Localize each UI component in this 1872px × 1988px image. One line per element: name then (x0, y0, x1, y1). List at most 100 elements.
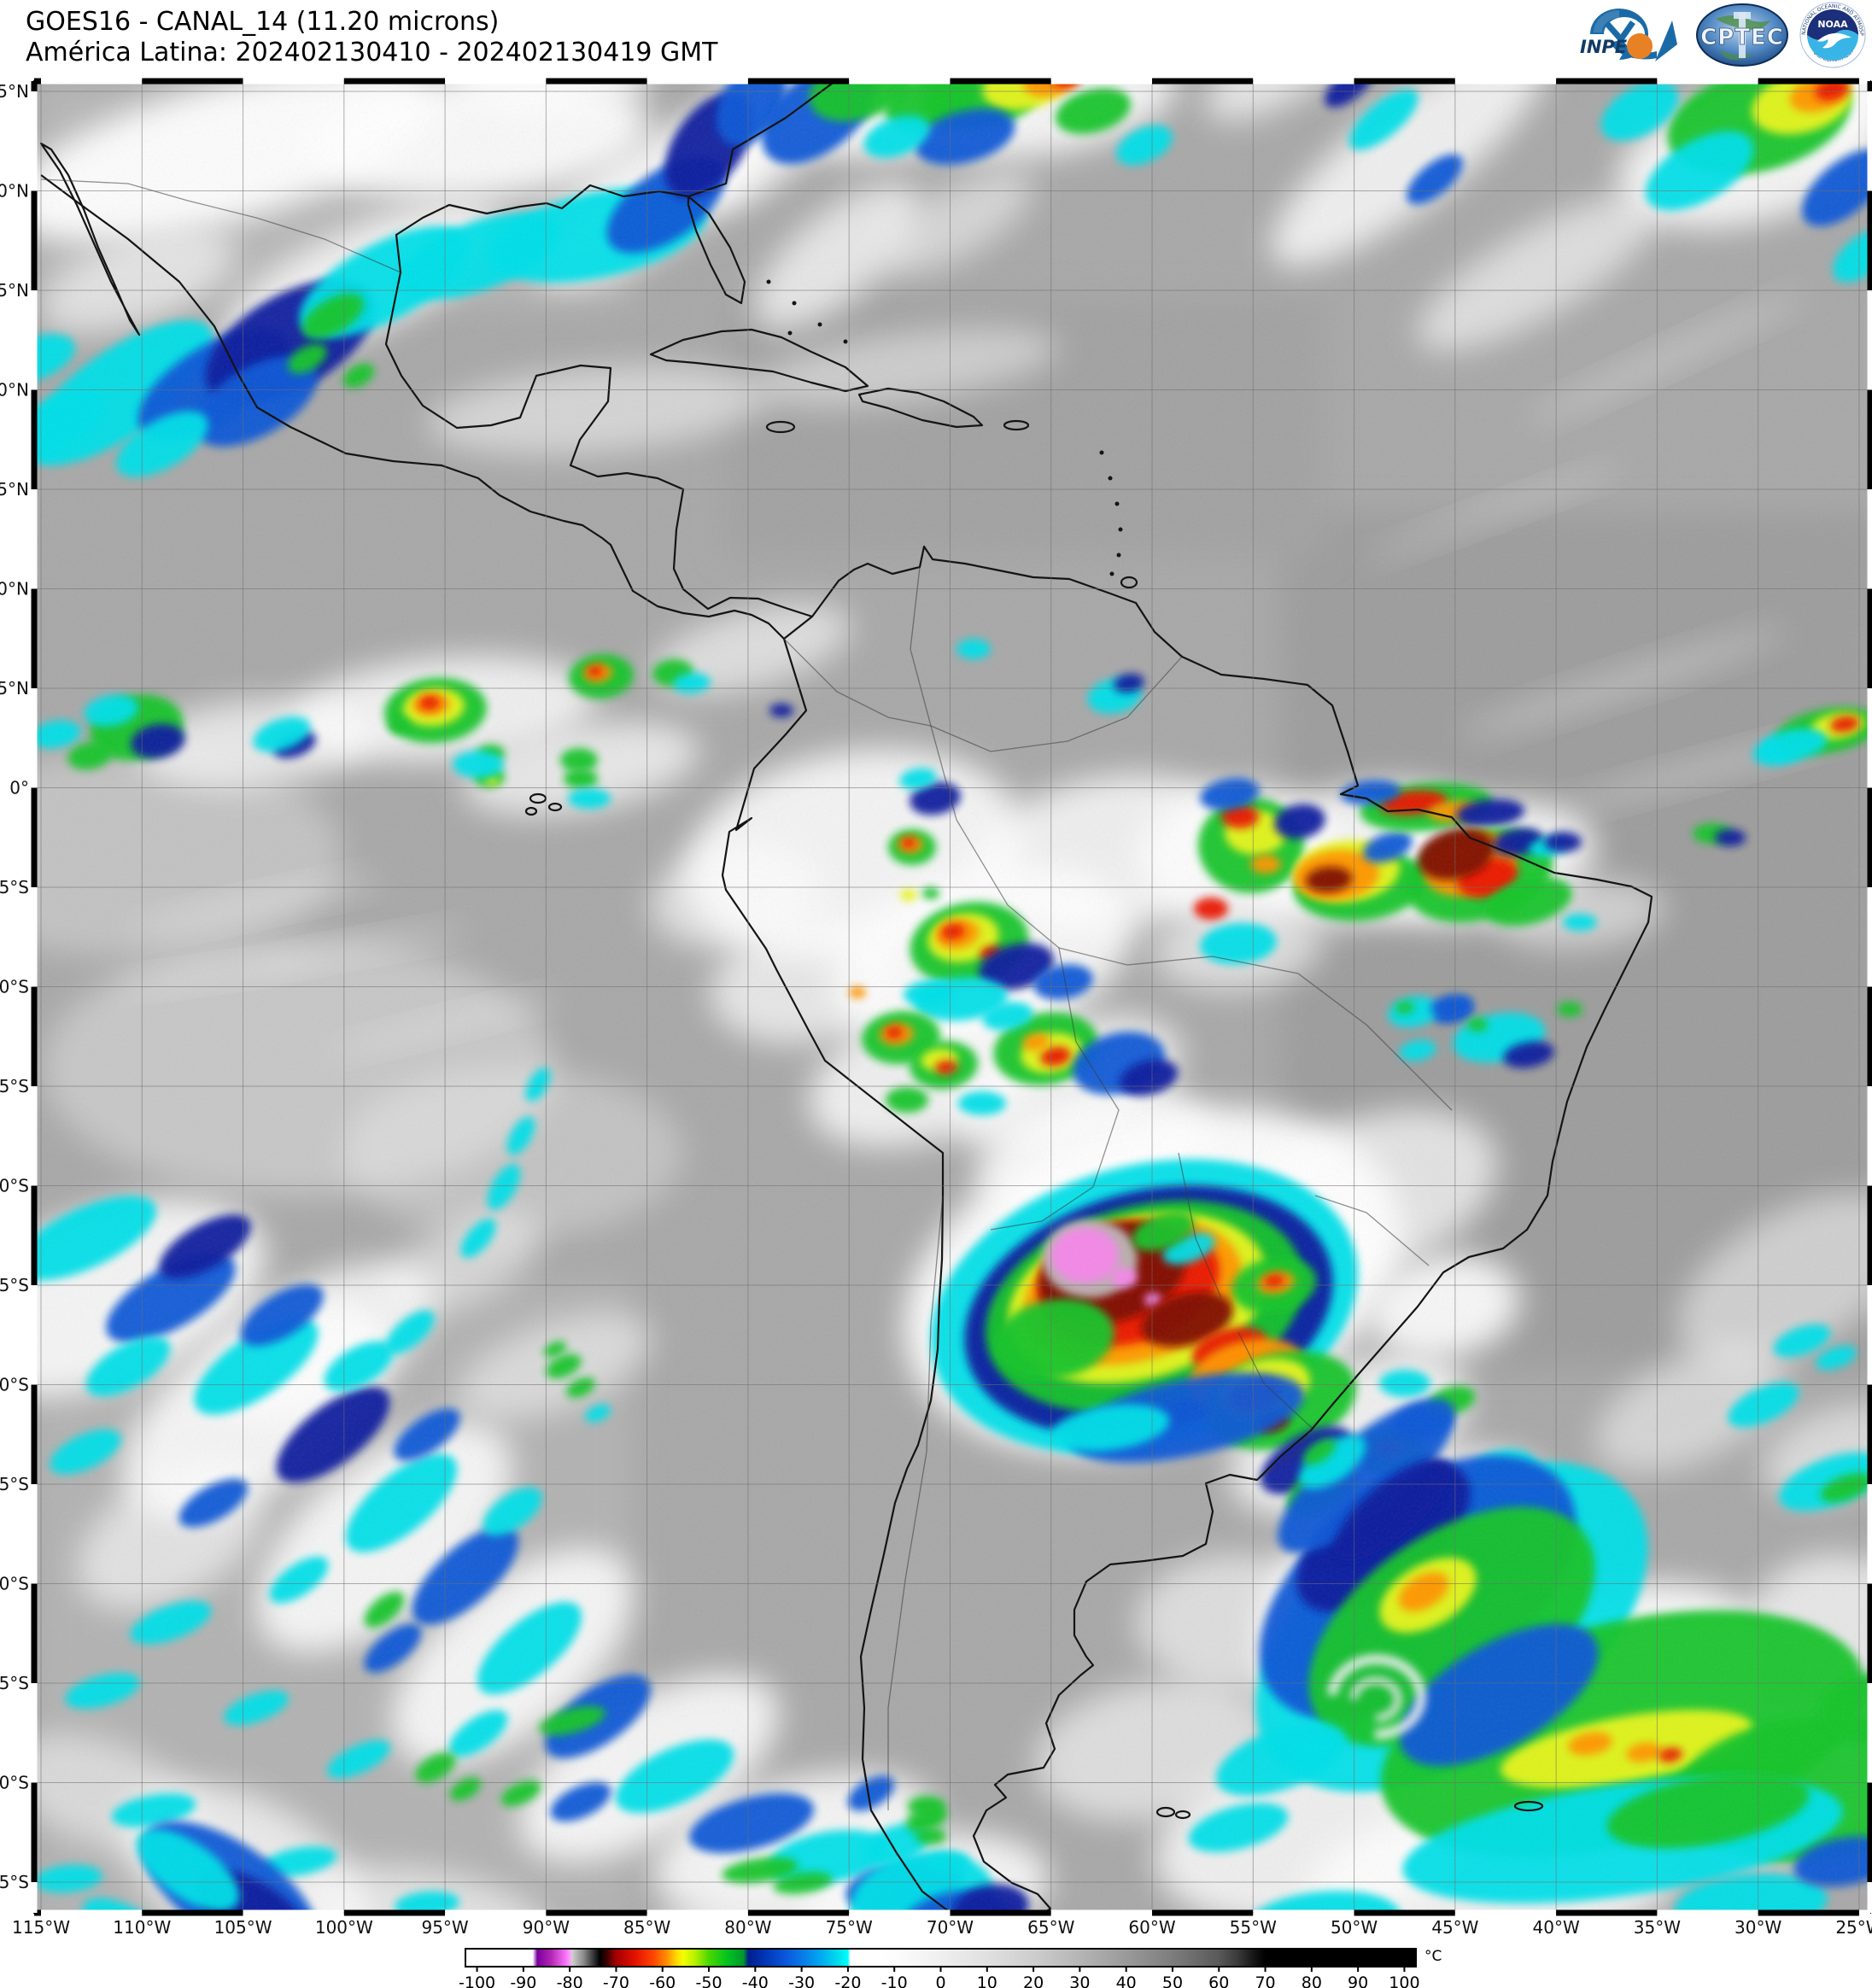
colorbar-tick-label: -70 (603, 1973, 629, 1988)
colorbar-tick-label: 90 (1348, 1973, 1368, 1988)
latitude-label: 15°N (0, 479, 29, 500)
colorbar-tick-label: 30 (1069, 1973, 1090, 1988)
latitude-label: 5°S (0, 877, 29, 898)
country-border (930, 725, 1367, 1026)
convection-cell (201, 1942, 278, 1969)
map-frame (31, 78, 1872, 1916)
latitude-label: 35°S (0, 1474, 29, 1494)
country-border (990, 947, 1120, 1231)
latitude-label: 50°S (0, 1773, 29, 1793)
longitude-label: 105°W (214, 1917, 272, 1938)
longitude-label: 40°W (1533, 1917, 1580, 1938)
colorbar-tick-label: -90 (510, 1973, 536, 1988)
coastline-layer (39, 81, 1653, 1913)
colorbar-tick-label: -10 (881, 1973, 908, 1988)
colorbar-tick-label: 0 (935, 1973, 945, 1988)
coastline (721, 545, 1653, 1913)
latitude-label: 30°N (0, 181, 29, 202)
longitude-label: 25°W (1835, 1917, 1872, 1938)
country-border (1178, 1152, 1222, 1299)
island-outline (1155, 1806, 1176, 1818)
longitude-label: 90°W (523, 1917, 570, 1938)
latitude-label: 0° (9, 778, 29, 798)
island-outline (547, 802, 563, 812)
country-border (1314, 1195, 1430, 1266)
longitude-label: 80°W (724, 1917, 771, 1938)
latitude-label: 55°S (0, 1872, 29, 1892)
colorbar-tick-label: 60 (1208, 1973, 1229, 1988)
colorbar-tick-label: 80 (1302, 1973, 1322, 1988)
colorbar-tick-label: 10 (977, 1973, 997, 1988)
longitude-label: 30°W (1735, 1917, 1781, 1938)
inpe-logo-text: INPE (1580, 37, 1628, 57)
latitude-label: 20°S (0, 1176, 29, 1196)
longitude-label: 115°W (12, 1917, 70, 1938)
title-line-1: GOES16 - CANAL_14 (11.20 microns) (26, 7, 500, 37)
coastline (857, 387, 984, 429)
noaa-logo-icon: NATIONAL OCEANIC AND ATMOSPHERIC ADMINIS… (1799, 2, 1866, 68)
small-island-dot (1114, 501, 1120, 506)
longitude-label: 70°W (927, 1917, 974, 1938)
colorbar-tick-label: -60 (649, 1973, 676, 1988)
country-border (910, 566, 1183, 752)
small-island-dot (1116, 553, 1121, 558)
small-island-dot (766, 279, 771, 284)
coastline (384, 81, 836, 618)
country-border (1256, 1427, 1313, 1481)
latlon-grid-layer (34, 81, 1870, 1913)
longitude-label: 35°W (1634, 1917, 1681, 1938)
colorbar-tick-label: 70 (1255, 1973, 1275, 1988)
latitude-label: 25°S (0, 1275, 29, 1295)
longitude-label: 50°W (1331, 1917, 1378, 1938)
colorbar-tick-label: 40 (1116, 1973, 1137, 1988)
country-border (887, 1195, 944, 1810)
island-outline (524, 806, 538, 816)
cptec-logo-text: CPTEC (1700, 25, 1784, 50)
island-outline (765, 420, 796, 434)
noaa-logo-text: NOAA (1817, 19, 1848, 30)
country-border (783, 638, 932, 727)
latitude-label: 10°S (0, 977, 29, 997)
inpe-logo-icon: INPE (1580, 9, 1677, 61)
latitude-label: 20°N (0, 380, 29, 401)
coastline (687, 195, 746, 305)
latitude-label: 25°N (0, 280, 29, 301)
latitude-label: 10°N (0, 579, 29, 599)
island-outline (1174, 1810, 1191, 1820)
longitude-label: 55°W (1230, 1917, 1277, 1938)
country-border (40, 178, 401, 273)
small-island-dot (792, 301, 797, 306)
latitude-label: 15°S (0, 1076, 29, 1096)
country-border (1366, 1024, 1453, 1111)
longitude-label: 100°W (315, 1917, 373, 1938)
small-island-dot (1109, 571, 1114, 576)
longitude-label: 75°W (826, 1917, 873, 1938)
island-outline (1003, 419, 1030, 431)
header: GOES16 - CANAL_14 (11.20 microns) Améric… (26, 7, 718, 68)
logo-group: INPE CPTEC NATIONAL OCEANIC AND ATMOSPHE… (1573, 2, 1867, 68)
small-island-dot (817, 322, 822, 327)
colorbar-tick-label: -100 (459, 1973, 495, 1988)
colorbar-tick-label: -30 (788, 1973, 815, 1988)
small-island-dot (787, 330, 793, 336)
colorbar-tick-label: 20 (1023, 1973, 1044, 1988)
island-outline (1513, 1800, 1544, 1812)
colorbar-ticks: -100 -90 -80 -70 -60 -50 -40 -30 -20 -10 0 10 20 30 40… (459, 1967, 1420, 1988)
cptec-logo-icon: CPTEC (1696, 3, 1788, 67)
longitude-label: 85°W (623, 1917, 670, 1938)
longitude-label: 60°W (1128, 1917, 1175, 1938)
latitude-label: 35°N (0, 81, 29, 102)
colorbar-tick-label: -20 (834, 1973, 861, 1988)
colorbar-tick-label: -50 (696, 1973, 722, 1988)
colorbar: -100 -90 -80 -70 -60 -50 -40 -30 -20 -10 0 10 20 30 40… (459, 1948, 1442, 1988)
small-island-dot (1118, 527, 1123, 532)
colorbar-unit-label: °C (1424, 1948, 1442, 1965)
small-island-dot (1099, 450, 1104, 455)
coastline (40, 174, 785, 640)
colorbar-tick-label: 50 (1162, 1973, 1183, 1988)
latitude-label: 30°S (0, 1375, 29, 1395)
colorbar-tick-label: -80 (557, 1973, 583, 1988)
title-line-2: América Latina: 202402130410 - 202402130… (26, 38, 718, 67)
